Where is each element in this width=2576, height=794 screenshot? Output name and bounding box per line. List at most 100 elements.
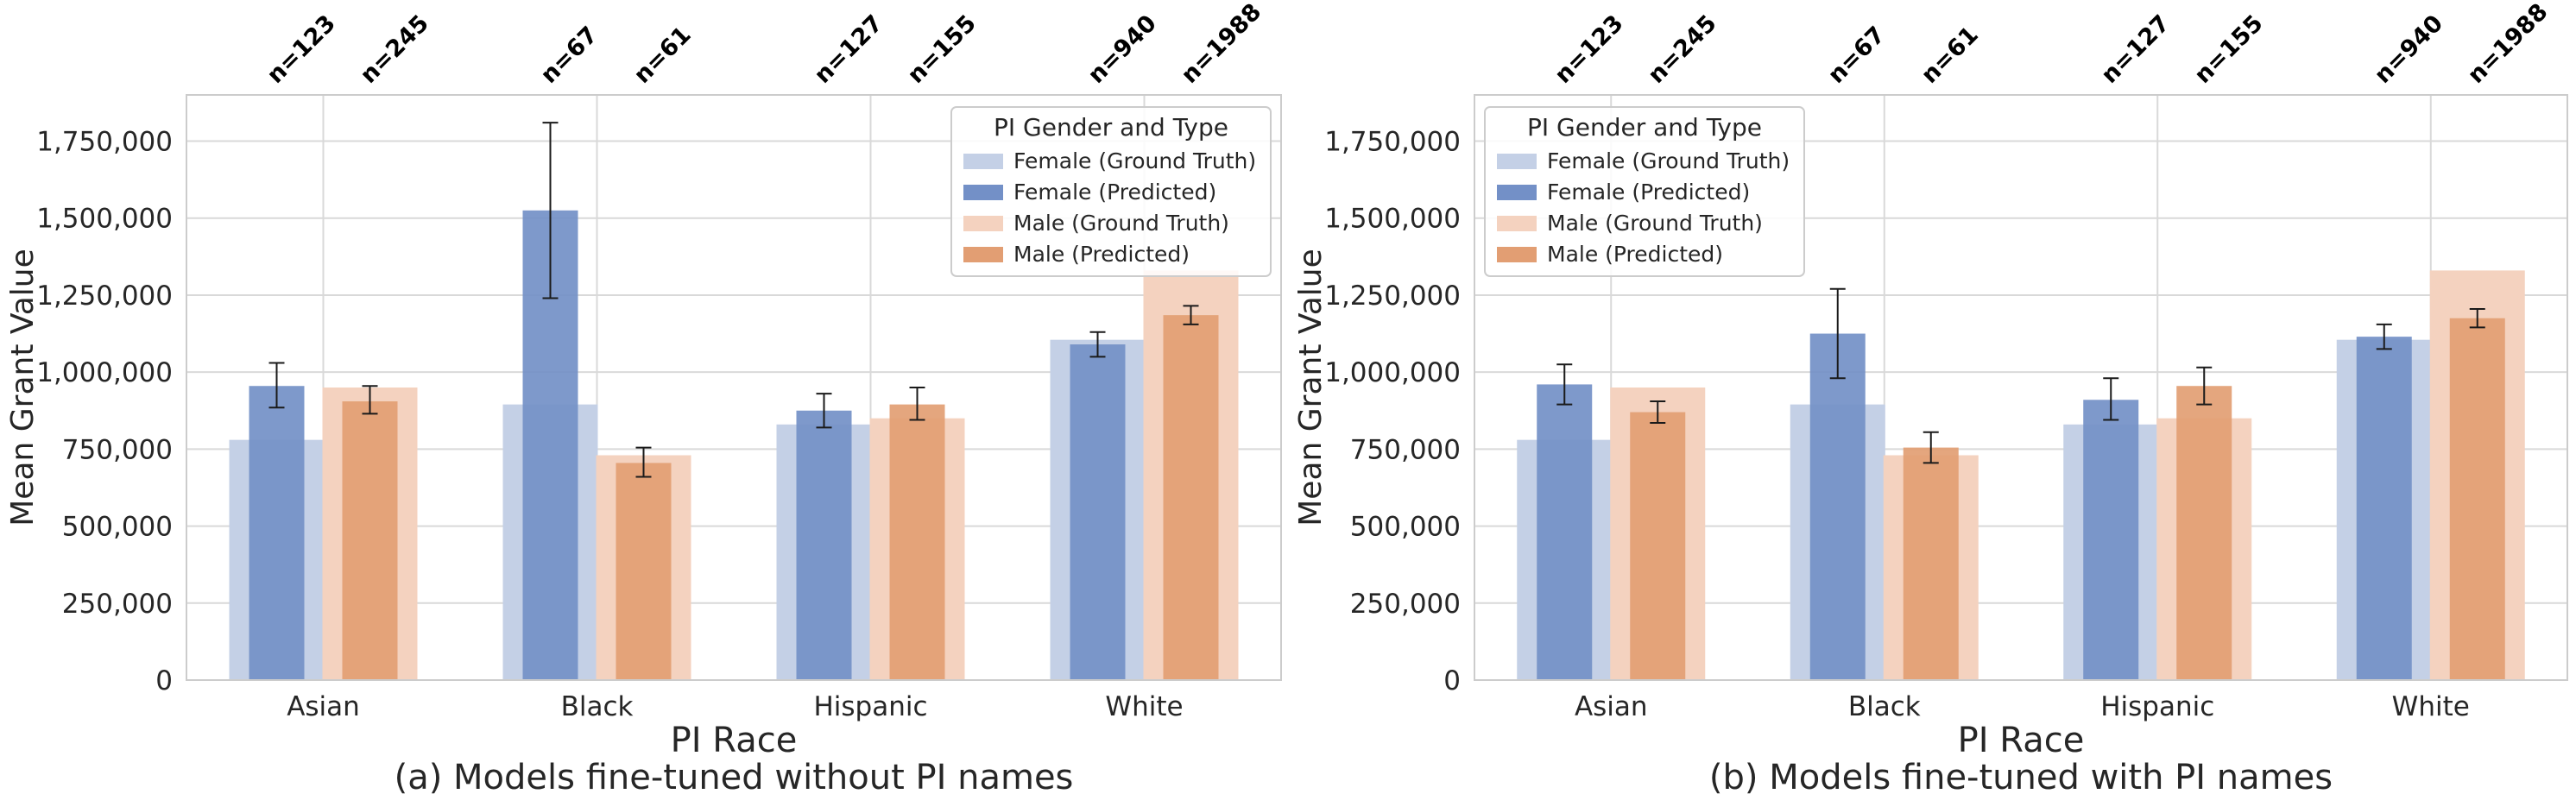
legend-label: Female (Ground Truth)	[1547, 148, 1790, 173]
sample-size-label: n=123	[262, 10, 341, 89]
bar-male-predicted	[1903, 447, 1959, 680]
y-tick-label: 750,000	[62, 434, 173, 465]
legend-swatch	[1497, 216, 1537, 231]
sample-size-label: n=940	[1083, 10, 1162, 89]
legend-swatch	[963, 247, 1003, 262]
error-bar	[2196, 366, 2213, 406]
y-tick-label: 0	[155, 665, 173, 696]
legend-label: Female (Predicted)	[1013, 180, 1216, 205]
legend: PI Gender and Type Female (Ground Truth) F…	[1484, 106, 1805, 277]
chart-panel-2: 0 250,000 500,000 750,000 1,000,000 1,250,000…	[1293, 0, 2568, 794]
legend-swatch	[1497, 154, 1537, 169]
bar-male-predicted	[1630, 412, 1686, 680]
x-tick-label: White	[2392, 691, 2470, 722]
sample-size-label: n=67	[536, 22, 603, 89]
legend-label: Male (Predicted)	[1013, 242, 1190, 267]
x-tick-label: Asian	[1575, 691, 1648, 722]
bar-male-predicted	[2449, 318, 2505, 680]
error-bar	[1923, 431, 1939, 464]
y-tick-label: 1,000,000	[36, 357, 173, 388]
error-bar	[635, 446, 652, 478]
bar-female-predicted	[1809, 333, 1866, 680]
sample-size-label: n=940	[2370, 10, 2448, 89]
y-tick-label: 250,000	[1350, 589, 1461, 620]
error-bar	[1829, 287, 1846, 380]
bar-male-predicted	[1163, 315, 1219, 680]
bar-female-predicted	[1537, 384, 1593, 680]
x-tick-label: Black	[561, 691, 634, 722]
error-bar	[2376, 323, 2392, 350]
sample-size-label: n=127	[2096, 10, 2175, 89]
sample-size-label: n=61	[1916, 22, 1984, 89]
error-bar	[909, 387, 925, 421]
sample-size-label: n=245	[1643, 10, 1721, 89]
error-bar	[542, 122, 559, 299]
sample-size-label: n=245	[356, 10, 434, 89]
sample-size-label: n=61	[629, 22, 697, 89]
error-bar	[1556, 363, 1573, 406]
error-bar	[1183, 305, 1199, 325]
x-tick-label: Hispanic	[813, 691, 927, 722]
sample-size-label: n=1988	[1177, 0, 1267, 89]
error-bar	[268, 362, 285, 409]
error-bar	[362, 385, 378, 415]
legend-box	[950, 106, 1272, 277]
legend-title: PI Gender and Type	[994, 113, 1228, 142]
y-tick-label: 500,000	[62, 512, 173, 543]
legend-label: Male (Ground Truth)	[1013, 211, 1229, 236]
bar-male-predicted	[889, 404, 945, 680]
legend-swatch	[963, 216, 1003, 231]
sample-size-label: n=1988	[2463, 0, 2554, 89]
bar-female-predicted	[249, 386, 305, 680]
bar-female-predicted	[2083, 400, 2139, 680]
legend-title: PI Gender and Type	[1527, 113, 1762, 142]
y-axis-title: Mean Grant Value	[1293, 249, 1329, 526]
chart-panel-1: 0 250,000 500,000 750,000 1,000,000 1,250,000…	[5, 0, 1282, 794]
error-bar	[816, 393, 832, 429]
legend-swatch	[963, 185, 1003, 200]
x-tick-label: Asian	[287, 691, 360, 722]
legend-label: Male (Ground Truth)	[1547, 211, 1763, 236]
y-tick-label: 0	[1443, 665, 1461, 696]
y-tick-label: 500,000	[1350, 512, 1461, 543]
sample-size-label: n=155	[903, 10, 982, 89]
error-bar	[1650, 400, 1666, 425]
y-tick-label: 1,000,000	[1324, 357, 1461, 388]
y-tick-label: 750,000	[1350, 434, 1461, 465]
panel-caption: (b) Models fine-tuned with PI names	[1709, 758, 2333, 794]
sample-size-label: n=127	[810, 10, 888, 89]
legend-label: Female (Predicted)	[1547, 180, 1750, 205]
y-tick-label: 1,750,000	[1324, 127, 1461, 158]
bar-female-predicted	[796, 410, 852, 680]
x-tick-label: White	[1105, 691, 1183, 722]
plot-border	[186, 94, 1282, 681]
y-tick-label: 250,000	[62, 589, 173, 620]
panel-caption: (a) Models fine-tuned without PI names	[395, 758, 1074, 794]
bar-female-predicted	[1070, 344, 1126, 680]
y-tick-label: 1,250,000	[1324, 280, 1461, 312]
legend-label: Female (Ground Truth)	[1013, 148, 1256, 173]
legend-swatch	[963, 154, 1003, 169]
legend-label: Male (Predicted)	[1547, 242, 1723, 267]
legend-box	[1484, 106, 1805, 277]
bar-male-predicted	[2176, 386, 2232, 680]
sample-size-label: n=155	[2189, 10, 2268, 89]
y-tick-label: 1,500,000	[1324, 204, 1461, 235]
x-tick-label: Black	[1848, 691, 1921, 722]
y-tick-label: 1,500,000	[36, 204, 173, 235]
x-tick-label: Hispanic	[2100, 691, 2214, 722]
x-axis-title: PI Race	[1958, 721, 2085, 760]
sample-size-label: n=67	[1823, 22, 1891, 89]
plot-border	[1474, 94, 2568, 681]
sample-size-label: n=123	[1550, 10, 1628, 89]
error-bar	[2103, 377, 2119, 421]
bar-female-predicted	[2356, 337, 2412, 680]
legend-swatch	[1497, 185, 1537, 200]
y-tick-label: 1,250,000	[36, 280, 173, 312]
legend-swatch	[1497, 247, 1537, 262]
x-axis-title: PI Race	[671, 721, 798, 760]
error-bar	[1089, 331, 1106, 358]
y-axis-title: Mean Grant Value	[5, 249, 41, 526]
bar-male-predicted	[342, 401, 398, 680]
